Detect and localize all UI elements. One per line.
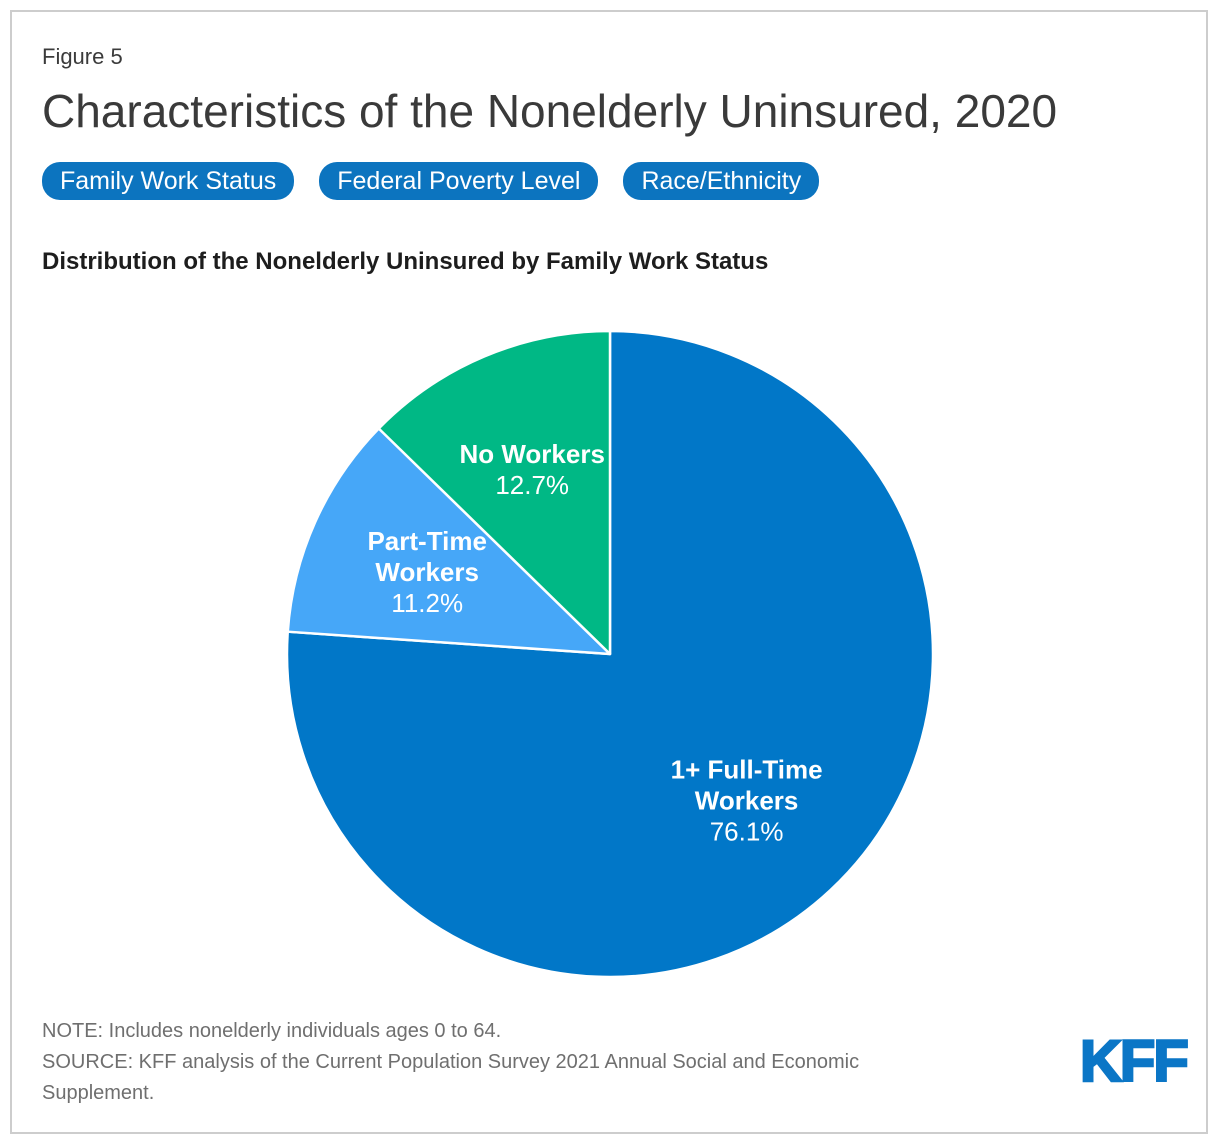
pie-chart-svg: 1+ Full-Time Workers 76.1% Part-Time Workers… bbox=[285, 329, 935, 979]
source-text: SOURCE: KFF analysis of the Current Popu… bbox=[42, 1051, 860, 1104]
pie-slice-part-time-workers bbox=[286, 427, 612, 656]
pie-label-part-time-workers: Part-Time Workers 11.2% bbox=[367, 526, 486, 618]
page-title: Characteristics of the Nonelderly Uninsu… bbox=[42, 85, 1058, 137]
kff-logo: KFF bbox=[1079, 1028, 1190, 1096]
figure-number-label: Figure 5 bbox=[42, 44, 123, 69]
footnotes: NOTE: Includes nonelderly individuals ag… bbox=[42, 1016, 942, 1109]
tab-family-work-status[interactable]: Family Work Status bbox=[42, 162, 295, 200]
pie-label-no-workers: No Workers 12.7% bbox=[459, 439, 604, 500]
tab-race-ethnicity[interactable]: Race/Ethnicity bbox=[623, 162, 820, 200]
note-text: NOTE: Includes nonelderly individuals ag… bbox=[42, 1020, 502, 1042]
pie-chart: 1+ Full-Time Workers 76.1% Part-Time Workers… bbox=[270, 314, 950, 994]
pie-label-1-full-time-workers: 1+ Full-Time Workers 76.1% bbox=[671, 754, 823, 846]
tab-federal-poverty-level[interactable]: Federal Poverty Level bbox=[319, 162, 599, 200]
chart-title: Distribution of the Nonelderly Uninsured… bbox=[42, 248, 769, 275]
pie-slice-no-workers bbox=[377, 329, 612, 656]
chart-tabs: Family Work Status Federal Poverty Level… bbox=[42, 162, 820, 200]
